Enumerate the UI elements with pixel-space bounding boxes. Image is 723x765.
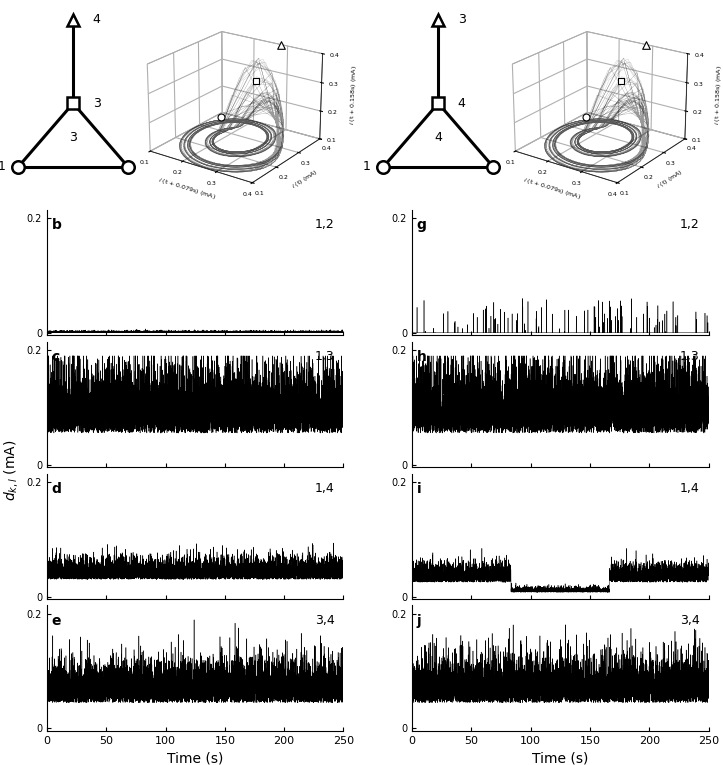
Text: 1,3: 1,3 bbox=[315, 350, 335, 363]
Text: h: h bbox=[416, 350, 427, 364]
Text: c: c bbox=[51, 350, 60, 364]
Text: g: g bbox=[416, 219, 427, 233]
Text: 1: 1 bbox=[0, 161, 6, 174]
X-axis label: Time (s): Time (s) bbox=[167, 752, 223, 765]
Text: 2: 2 bbox=[506, 161, 513, 174]
Text: 1,2: 1,2 bbox=[680, 219, 700, 232]
Text: d: d bbox=[51, 483, 61, 496]
Text: 4: 4 bbox=[435, 131, 442, 144]
Text: f: f bbox=[479, 0, 485, 2]
Text: i: i bbox=[416, 483, 422, 496]
X-axis label: $i$ (t + 0.079s) (mA): $i$ (t + 0.079s) (mA) bbox=[157, 175, 217, 202]
Text: 1,2: 1,2 bbox=[315, 219, 335, 232]
Text: 2: 2 bbox=[141, 161, 148, 174]
Text: 1,3: 1,3 bbox=[680, 350, 700, 363]
Y-axis label: $i$ (t) (mA): $i$ (t) (mA) bbox=[290, 168, 320, 191]
Text: 1: 1 bbox=[363, 161, 371, 174]
Y-axis label: $i$ (t) (mA): $i$ (t) (mA) bbox=[655, 168, 685, 191]
Text: b: b bbox=[51, 219, 61, 233]
Text: a: a bbox=[114, 0, 124, 2]
X-axis label: Time (s): Time (s) bbox=[532, 752, 589, 765]
X-axis label: $i$ (t + 0.079s) (mA): $i$ (t + 0.079s) (mA) bbox=[522, 175, 582, 202]
Text: 3: 3 bbox=[458, 13, 466, 26]
Text: e: e bbox=[51, 614, 61, 628]
Text: 3,4: 3,4 bbox=[315, 614, 335, 627]
Text: 4: 4 bbox=[93, 13, 100, 26]
Text: 4: 4 bbox=[458, 97, 466, 109]
Text: 1,4: 1,4 bbox=[680, 483, 700, 496]
Text: 1,4: 1,4 bbox=[315, 483, 335, 496]
Text: 3: 3 bbox=[69, 131, 77, 144]
Text: j: j bbox=[416, 614, 422, 628]
Text: $d_{k,l}$ (mA): $d_{k,l}$ (mA) bbox=[2, 440, 20, 501]
Text: 3: 3 bbox=[93, 97, 100, 109]
Text: 3,4: 3,4 bbox=[680, 614, 700, 627]
